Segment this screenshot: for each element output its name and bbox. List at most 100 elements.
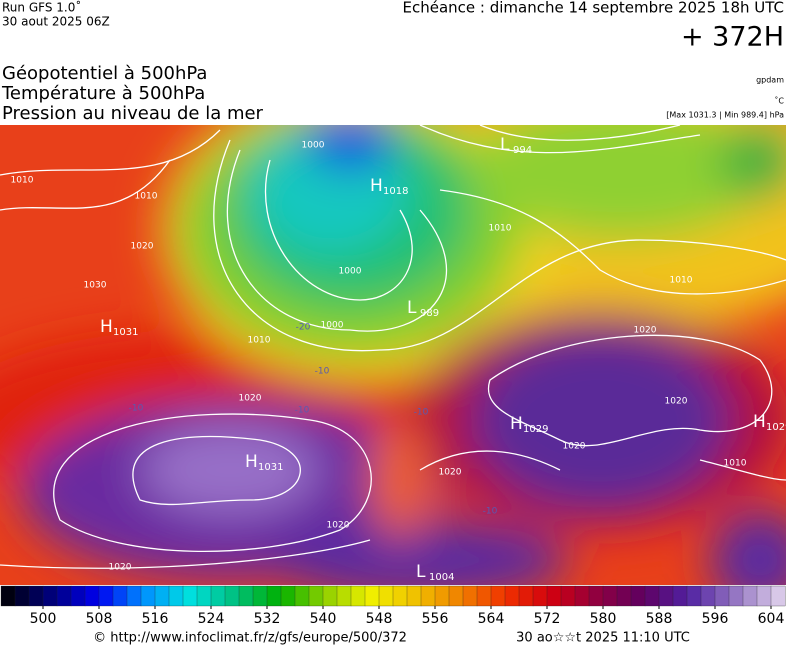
colorbar-swatch	[224, 585, 240, 607]
colorbar-swatch	[308, 585, 324, 607]
colorbar-swatch	[686, 585, 702, 607]
center-letter: L	[416, 562, 426, 582]
colorbar-tick-label: 588	[646, 611, 673, 627]
isobar-label: 1000	[302, 141, 325, 151]
center-value: 989	[420, 308, 439, 319]
forecast-range: + 372H	[681, 22, 784, 53]
colorbar-swatch	[658, 585, 674, 607]
isobar-label: 1020	[239, 394, 262, 404]
colorbar-swatch	[588, 585, 604, 607]
colorbar-swatch	[168, 585, 184, 607]
colorbar-swatch	[574, 585, 590, 607]
colorbar-swatch	[98, 585, 114, 607]
isotherm-label: -10	[315, 367, 330, 377]
colorbar-swatch	[42, 585, 58, 607]
colorbar-swatch	[728, 585, 744, 607]
colorbar-swatch	[350, 585, 366, 607]
center-value: 994	[513, 145, 532, 156]
colorbar-swatch	[756, 585, 772, 607]
run-date: 30 aout 2025 06Z	[2, 15, 110, 29]
map-field	[0, 125, 786, 585]
colorbar-swatch	[70, 585, 86, 607]
colorbar-swatch	[560, 585, 576, 607]
colorbar-swatch	[518, 585, 534, 607]
isobar-label: 1010	[135, 192, 158, 202]
center-letter: H	[245, 452, 258, 472]
colorbar-swatch	[126, 585, 142, 607]
colorbar-swatch	[504, 585, 520, 607]
colorbar-swatch	[196, 585, 212, 607]
run-label: Run GFS 1.0˚	[2, 0, 81, 15]
colorbar-swatch	[490, 585, 506, 607]
isobar-label: 1020	[563, 442, 586, 452]
colorbar-swatch	[532, 585, 548, 607]
colorbar-swatch	[14, 585, 30, 607]
title: Pression au niveau de la mer	[2, 103, 264, 124]
center-value: 1029	[766, 422, 786, 433]
center-letter: H	[510, 414, 523, 434]
colorbar-swatch	[714, 585, 730, 607]
colorbar-swatch	[364, 585, 380, 607]
colorbar-tick-label: 548	[366, 611, 393, 627]
isobar-label: 1010	[11, 176, 34, 186]
isobar-label: 1020	[665, 397, 688, 407]
center-letter: L	[500, 135, 510, 155]
isobar-label: 1000	[321, 321, 344, 331]
center-value: 1031	[258, 462, 283, 473]
isobar-label: 1010	[670, 276, 693, 286]
colorbar-swatch	[154, 585, 170, 607]
isobar-label: 1010	[724, 459, 747, 469]
isotherm-label: -20	[296, 323, 311, 333]
footer-stamp: 30 ao☆☆t 2025 11:10 UTC	[516, 631, 690, 646]
center-letter: H	[370, 176, 383, 196]
colorbar-tick-label: 596	[702, 611, 729, 627]
isobar-label: 1020	[327, 521, 350, 531]
colorbar-swatch	[56, 585, 72, 607]
colorbar-swatch	[280, 585, 296, 607]
colorbar-swatch	[252, 585, 268, 607]
isobar-label: 1010	[248, 336, 271, 346]
colorbar-tick-label: 540	[310, 611, 337, 627]
colorbar-swatch	[700, 585, 716, 607]
center-letter: H	[753, 412, 766, 432]
isobar-label: 1020	[634, 326, 657, 336]
isobar-label: 1000	[339, 267, 362, 277]
colorbar-swatch	[434, 585, 450, 607]
colorbar-swatch	[602, 585, 618, 607]
colorbar-swatch	[84, 585, 100, 607]
colorbar-swatch	[336, 585, 352, 607]
colorbar-tick-label: 500	[30, 611, 57, 627]
colorbar-swatch	[546, 585, 562, 607]
colorbar-swatch	[644, 585, 660, 607]
isotherm-label: -10	[129, 404, 144, 414]
center-value: 1029	[523, 424, 548, 435]
colorbar-swatch	[406, 585, 422, 607]
colorbar-swatch	[0, 585, 16, 607]
colorbar-swatch	[266, 585, 282, 607]
isotherm-label: -10	[483, 507, 498, 517]
isotherm-label: -10	[414, 408, 429, 418]
footer-url: © http://www.infoclimat.fr/z/gfs/europe/…	[93, 631, 407, 646]
colorbar-tick-label: 580	[590, 611, 617, 627]
colorbar-tick-label: 508	[86, 611, 113, 627]
unit-temp: ˚C	[774, 96, 784, 106]
colorbar-swatch	[210, 585, 226, 607]
colorbar-tick-label: 564	[478, 611, 505, 627]
colorbar-swatch	[322, 585, 338, 607]
colorbar-swatch	[616, 585, 632, 607]
echeance: Echéance : dimanche 14 septembre 2025 18…	[402, 0, 784, 17]
colorbar-swatch	[448, 585, 464, 607]
colorbar-swatch	[672, 585, 688, 607]
colorbar-swatch	[392, 585, 408, 607]
isobar-label: 1020	[439, 468, 462, 478]
unit-geo: gpdam	[756, 76, 784, 85]
isobar-label: 1020	[109, 563, 132, 573]
colorbar-swatch	[28, 585, 44, 607]
colorbar-tick-label: 572	[534, 611, 561, 627]
colorbar-swatch	[420, 585, 436, 607]
isobar-label: 1010	[489, 224, 512, 234]
colorbar-swatch	[742, 585, 758, 607]
colorbar-swatch	[112, 585, 128, 607]
colorbar-swatch	[378, 585, 394, 607]
